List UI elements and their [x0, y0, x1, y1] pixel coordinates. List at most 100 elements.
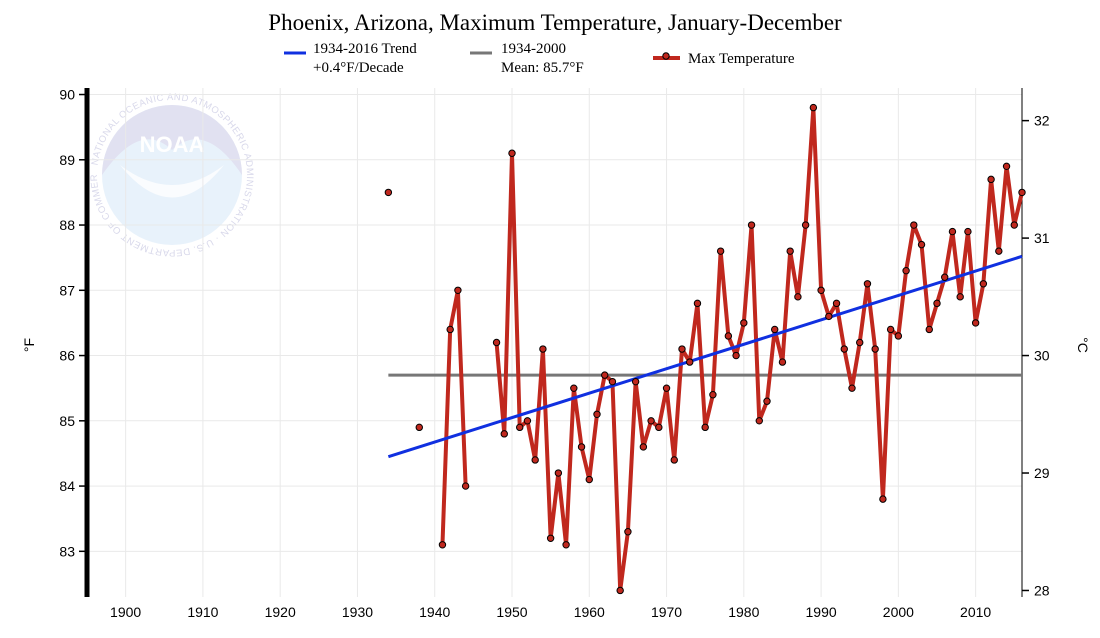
data-point	[500, 430, 508, 438]
noaa-logo: NOAA NATIONAL OCEANIC AND ATMOSPHERIC AD…	[0, 0, 255, 258]
data-point	[941, 273, 949, 281]
series-line-segment	[494, 105, 1024, 593]
y-right-tick-label: 30	[1034, 348, 1050, 364]
y-axis-left-ticks: 83 84 85 86 87 88 89 90	[59, 87, 87, 559]
data-point	[778, 358, 787, 366]
data-point	[832, 299, 841, 308]
x-tick-label: 1970	[651, 604, 682, 620]
y-right-tick-label: 32	[1034, 113, 1050, 129]
data-point	[577, 443, 586, 451]
data-point	[894, 332, 903, 340]
y-left-tick-label: 86	[59, 348, 75, 364]
data-point	[964, 227, 972, 236]
data-point	[1018, 188, 1026, 197]
data-point	[879, 495, 887, 503]
legend-trend-label-line2: +0.4°F/Decade	[313, 60, 404, 76]
data-point	[948, 227, 957, 236]
x-tick-label: 1920	[265, 604, 296, 620]
x-tick-label: 2010	[960, 604, 991, 620]
legend-mean-label-line1: 1934-2000	[501, 41, 566, 57]
y-left-tick-label: 90	[59, 87, 75, 103]
data-point	[446, 325, 454, 334]
data-point	[670, 456, 678, 464]
data-point	[516, 423, 524, 432]
data-point	[786, 247, 794, 255]
data-point	[593, 410, 601, 418]
data-point	[709, 391, 717, 399]
data-point	[616, 586, 624, 595]
y-right-tick-label: 31	[1034, 230, 1050, 246]
chart-title: Phoenix, Arizona, Maximum Temperature, J…	[268, 10, 842, 35]
data-point	[771, 325, 779, 334]
data-point	[886, 325, 895, 334]
data-point	[732, 351, 740, 360]
y-axis-left-title: °F	[21, 338, 37, 352]
data-point	[678, 345, 686, 353]
x-tick-label: 1950	[496, 604, 527, 620]
data-point	[925, 325, 933, 334]
data-point	[763, 397, 771, 405]
data-point	[995, 247, 1003, 255]
data-point	[848, 384, 856, 392]
data-point	[384, 188, 393, 197]
data-point	[794, 293, 802, 301]
data-point	[492, 338, 501, 347]
y-right-tick-label: 29	[1034, 465, 1050, 481]
y-left-tick-label: 85	[59, 413, 75, 429]
data-point	[461, 482, 470, 490]
data-point	[755, 417, 763, 425]
x-tick-label: 1940	[419, 604, 450, 620]
legend: 1934-2016 Trend +0.4°F/Decade 1934-2000 …	[284, 41, 795, 76]
data-point	[987, 175, 995, 184]
y-left-tick-label: 84	[59, 478, 75, 494]
data-point	[655, 423, 663, 432]
y-right-tick-label: 28	[1034, 582, 1050, 598]
data-point	[740, 319, 748, 327]
data-point	[686, 358, 694, 366]
y-axis-right-ticks: 28 29 30 31 32	[1022, 113, 1050, 598]
trend-line	[387, 254, 1023, 459]
y-axis-right-title: °C	[1075, 337, 1091, 353]
data-point	[531, 456, 539, 464]
data-point	[1002, 162, 1011, 171]
data-point	[523, 417, 532, 425]
data-point	[647, 417, 655, 425]
x-tick-label: 1930	[342, 604, 373, 620]
legend-trend-label-line1: 1934-2016 Trend	[313, 41, 417, 57]
x-tick-label: 1960	[574, 604, 605, 620]
data-point	[570, 384, 578, 392]
y-left-tick-label: 87	[59, 282, 75, 298]
trend-line-layer	[384, 103, 1026, 595]
data-point	[608, 377, 617, 386]
y-left-tick-label: 89	[59, 152, 75, 168]
data-point	[662, 384, 671, 392]
data-point	[856, 338, 864, 347]
x-tick-label: 1990	[806, 604, 837, 620]
y-left-tick-label: 88	[59, 217, 75, 233]
data-point	[956, 293, 964, 301]
data-point	[716, 247, 725, 255]
data-point	[601, 371, 609, 379]
y-left-tick-label: 83	[59, 543, 75, 559]
data-point	[871, 345, 879, 353]
legend-series-label: Max Temperature	[688, 51, 795, 67]
data-point	[917, 240, 926, 249]
data-point	[1010, 221, 1018, 229]
data-point	[639, 443, 648, 451]
x-tick-label: 1980	[728, 604, 759, 620]
legend-mean-label-line2: Mean: 85.7°F	[501, 60, 584, 76]
data-point	[438, 541, 447, 549]
data-point	[701, 423, 709, 432]
data-point	[825, 312, 833, 321]
data-point	[724, 332, 733, 340]
data-point	[454, 286, 462, 294]
data-point	[863, 280, 872, 288]
x-axis-ticks: 1900 1910 1920 1930 1940 1950 1960 1970 1980 1990…	[110, 604, 991, 620]
x-tick-label: 2000	[883, 604, 914, 620]
x-tick-label: 1910	[187, 604, 218, 620]
data-point	[809, 103, 818, 112]
data-point	[801, 221, 810, 229]
noaa-logo-letters: NOAA	[140, 132, 205, 157]
